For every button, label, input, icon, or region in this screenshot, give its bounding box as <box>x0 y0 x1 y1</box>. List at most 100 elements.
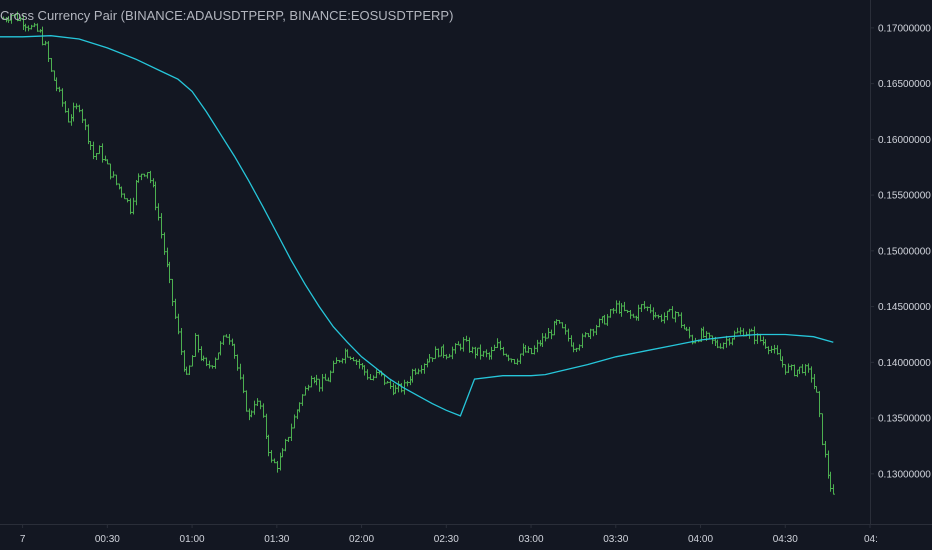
ohlc-bar <box>657 314 660 319</box>
ohlc-bar <box>592 328 595 337</box>
ohlc-bar <box>578 344 581 351</box>
ohlc-bar <box>214 357 217 369</box>
ohlc-bar <box>256 398 259 407</box>
ohlc-bar <box>773 344 776 354</box>
ohlc-bar <box>233 343 236 359</box>
ohlc-bar <box>762 336 765 346</box>
ohlc-bar <box>72 102 75 122</box>
ohlc-bar <box>536 339 539 353</box>
ohlc-bar <box>33 22 36 28</box>
time-tick-label: 04:00 <box>688 534 713 545</box>
ohlc-bar <box>239 363 242 380</box>
ohlc-bar <box>612 307 615 314</box>
ohlc-bar <box>801 364 804 374</box>
ohlc-bar <box>355 359 358 366</box>
ohlc-bar <box>358 359 361 369</box>
time-axis[interactable]: 7 00:30 01:00 01:30 02:00 02:30 03:00 03:30 04:0… <box>20 524 878 545</box>
ohlc-bar <box>154 181 157 211</box>
price-tick-label: 0.13000000 <box>878 469 931 480</box>
ohlc-bar <box>513 358 516 365</box>
ohlc-bar <box>496 338 499 348</box>
ohlc-bar <box>205 357 208 367</box>
ohlc-bar <box>677 311 680 317</box>
ohlc-bar <box>606 314 609 326</box>
time-tick-label: 04: <box>864 534 878 545</box>
ohlc-bar <box>194 333 197 357</box>
ohlc-bar <box>369 373 372 380</box>
ohlc-bar <box>516 358 519 365</box>
ohlc-bar <box>781 356 784 368</box>
ohlc-bar <box>507 354 510 362</box>
ohlc-bar <box>394 384 397 394</box>
ohlc-bar <box>16 11 19 22</box>
ohlc-bar <box>821 413 824 446</box>
ohlc-bar <box>666 310 669 321</box>
ohlc-bar <box>250 410 253 418</box>
ohlc-bar <box>375 369 378 379</box>
ohlc-bar <box>64 101 67 113</box>
ohlc-bar <box>502 346 505 356</box>
ohlc-bar <box>171 278 174 306</box>
ohlc-bar <box>414 368 417 375</box>
ohlc-bar <box>445 354 448 360</box>
ohlc-bar <box>632 313 635 318</box>
ohlc-bar <box>776 345 779 355</box>
ohlc-bar <box>680 312 683 328</box>
ohlc-bar <box>524 344 527 353</box>
ohlc-bar <box>522 343 525 356</box>
ohlc-bar <box>341 358 344 364</box>
ohlc-bar <box>242 374 245 394</box>
ohlc-bar <box>132 197 135 215</box>
ohlc-bar <box>293 414 296 429</box>
ohlc-bar <box>804 364 807 376</box>
ohlc-bar <box>58 86 61 93</box>
ohlc-bar <box>259 400 262 410</box>
time-tick-label: 7 <box>20 534 26 545</box>
ohlc-bar <box>197 334 200 353</box>
ohlc-bar <box>609 309 612 318</box>
ohlc-bar <box>219 341 222 356</box>
ohlc-bar <box>620 303 623 317</box>
ohlc-bar <box>719 343 722 349</box>
ohlc-bar <box>409 376 412 386</box>
ohlc-bar <box>798 366 801 374</box>
ohlc-bar <box>273 458 276 464</box>
ohlc-bar <box>615 300 618 314</box>
ohlc-bar <box>547 328 550 339</box>
ohlc-bar <box>332 360 335 373</box>
ohlc-bar <box>349 356 352 360</box>
ohlc-bar <box>281 448 284 458</box>
ohlc-bar <box>567 328 570 342</box>
ohlc-bar <box>468 337 471 353</box>
ohlc-bar <box>471 346 474 354</box>
ohlc-bar <box>140 173 143 181</box>
ohlc-bar <box>420 365 423 374</box>
time-tick-label: 02:00 <box>349 534 374 545</box>
ohlc-bar <box>248 408 251 421</box>
ohlc-bar <box>44 40 47 46</box>
ohlc-bar <box>829 471 832 492</box>
ohlc-bar <box>324 373 327 381</box>
time-tick-label: 04:30 <box>773 534 798 545</box>
ohlc-bar <box>564 324 567 335</box>
ohlc-bar <box>157 203 160 221</box>
ohlc-bar <box>584 332 587 338</box>
ohlc-bar <box>55 77 58 92</box>
ohlc-bar <box>465 335 468 342</box>
ohlc-bar <box>589 328 592 340</box>
ohlc-bar <box>222 335 225 345</box>
ohlc-bar <box>177 313 180 335</box>
ohlc-bar <box>112 171 115 178</box>
ohlc-bar <box>146 172 149 179</box>
time-tick-label: 03:30 <box>603 534 628 545</box>
ohlc-bar <box>298 402 301 413</box>
ohlc-bar <box>476 347 479 356</box>
ohlc-bar <box>315 374 318 386</box>
price-axis[interactable]: 0.17000000 0.16500000 0.16000000 0.15500000… <box>870 23 931 480</box>
ohlc-bar <box>784 364 787 375</box>
ohlc-bar <box>618 300 621 314</box>
ohlc-bar <box>7 16 10 23</box>
ohlc-bar <box>129 198 132 215</box>
ohlc-bar <box>519 353 522 364</box>
